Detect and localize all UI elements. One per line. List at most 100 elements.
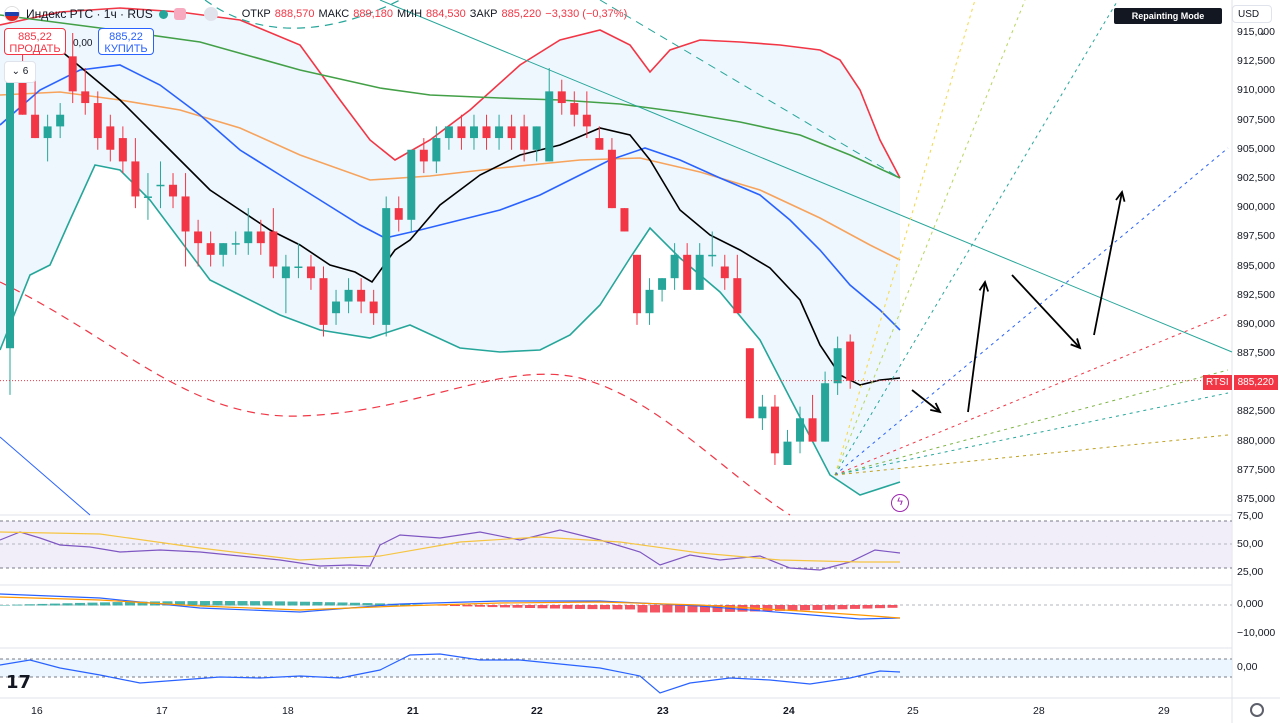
- macd-bar: [825, 605, 835, 610]
- last-price-symbol: RTSI: [1203, 375, 1232, 390]
- forecast-arrow-0: [911, 389, 941, 413]
- lightning-icon[interactable]: ϟ: [891, 494, 909, 512]
- macd-bar: [187, 601, 198, 606]
- gear-icon[interactable]: [1250, 703, 1264, 717]
- macd-bar: [762, 605, 773, 612]
- date-label: 24: [783, 705, 795, 717]
- candle-body: [244, 231, 253, 244]
- candle-body: [683, 254, 692, 290]
- ohlc-values: ОТКР 888,570 МАКС 889,180 МИН 884,530 ЗАКР 8…: [242, 8, 628, 20]
- macd-bar: [737, 605, 748, 612]
- candle-body: [720, 266, 729, 279]
- macd-bar: [87, 602, 98, 606]
- price-axis-label: 912,500: [1237, 55, 1275, 68]
- candle-body: [607, 149, 616, 209]
- candle-body: [620, 208, 629, 232]
- osc-line: [0, 653, 901, 694]
- price-axis-label: 900,000: [1237, 201, 1275, 214]
- candle-body: [332, 301, 341, 314]
- candle-body: [708, 254, 717, 257]
- candle-body: [444, 126, 453, 139]
- candle-body: [457, 126, 466, 139]
- macd-bar: [487, 605, 498, 608]
- price-axis-label: 895,000: [1237, 259, 1275, 272]
- buy-price: 885,22: [109, 31, 143, 43]
- macd-bar: [112, 602, 123, 606]
- macd-bar: [600, 605, 610, 610]
- sell-button[interactable]: 885,22 ПРОДАТЬ: [4, 28, 66, 55]
- price-axis-label: 902,500: [1237, 171, 1275, 184]
- arrow-head-1: [978, 279, 989, 292]
- candle-body: [169, 184, 178, 197]
- candle-body: [833, 348, 842, 384]
- macd-bar: [225, 601, 235, 606]
- macd-bar: [887, 605, 898, 608]
- fan-line-4: [834, 313, 1229, 476]
- date-label: 28: [1033, 705, 1045, 717]
- quantity-stepper[interactable]: ⌄ 6: [4, 61, 36, 83]
- market-status-icon: [158, 9, 168, 19]
- candle-body: [570, 103, 579, 115]
- candle-body: [118, 138, 127, 162]
- ma-blue-line: [0, 64, 901, 331]
- macd-bar: [562, 605, 573, 609]
- candle-body: [194, 231, 203, 244]
- trendline-teal: [379, 0, 1233, 353]
- macd-bar: [850, 605, 860, 609]
- macd-bar: [862, 605, 873, 609]
- candle-body: [93, 103, 102, 139]
- date-label: 16: [31, 705, 43, 717]
- candle-body: [796, 418, 805, 442]
- russia-flag-icon: [4, 6, 20, 22]
- macd-bar: [375, 603, 385, 606]
- candle-body: [106, 126, 115, 150]
- ma-green-line: [0, 14, 901, 179]
- candle-body: [469, 126, 478, 139]
- currency-select[interactable]: USD ⌄: [1232, 5, 1272, 38]
- low-value: 884,530: [426, 8, 466, 20]
- fan-line-7: [834, 434, 1229, 476]
- macd-bar: [362, 603, 373, 606]
- bollinger-lower: [0, 164, 901, 496]
- macd-bar: [287, 601, 298, 606]
- chevron-down-icon: ⌄: [11, 66, 23, 77]
- flag-icon[interactable]: [173, 8, 186, 20]
- buy-button[interactable]: 885,22 КУПИТЬ: [98, 28, 154, 55]
- indicator-axis-label: 50,00: [1237, 538, 1264, 550]
- candle-body: [783, 441, 792, 465]
- macd-bar: [337, 602, 348, 606]
- price-axis-label: 877,500: [1237, 463, 1275, 476]
- macd-bar: [250, 601, 260, 606]
- bollinger-upper: [0, 7, 901, 179]
- macd-bar: [462, 605, 473, 607]
- macd-bar: [200, 601, 210, 606]
- price-axis-label: 897,500: [1237, 230, 1275, 243]
- candle-body: [758, 406, 767, 419]
- macd-bar: [350, 602, 360, 606]
- macd-bar: [662, 605, 673, 613]
- price-axis-label: 910,000: [1237, 84, 1275, 97]
- candle-body: [382, 208, 391, 325]
- tradingview-logo[interactable]: 𝟭𝟳: [6, 672, 32, 692]
- candle-body: [269, 231, 278, 267]
- projection-red-dashed: [0, 281, 791, 516]
- macd-bar: [125, 601, 135, 606]
- macd-bar: [587, 605, 598, 610]
- macd-bar: [800, 605, 810, 611]
- ma-orange-line: [0, 91, 901, 261]
- candle-body: [582, 114, 591, 127]
- repainting-badge: Repainting Mode Enabled: [1114, 8, 1222, 37]
- forecast-arrow-1: [967, 281, 986, 413]
- candle-body: [344, 289, 353, 302]
- candle-body: [81, 91, 90, 104]
- candle-body: [482, 126, 491, 139]
- visibility-icon[interactable]: [203, 7, 218, 21]
- symbol-title[interactable]: Индекс РТС · 1ч · RUS: [26, 7, 153, 21]
- macd-bar: [437, 605, 448, 606]
- date-label: 18: [282, 705, 294, 717]
- candle-body: [658, 278, 667, 290]
- macd-bar: [650, 605, 660, 613]
- indicator-axis-label: 0,000: [1237, 598, 1264, 610]
